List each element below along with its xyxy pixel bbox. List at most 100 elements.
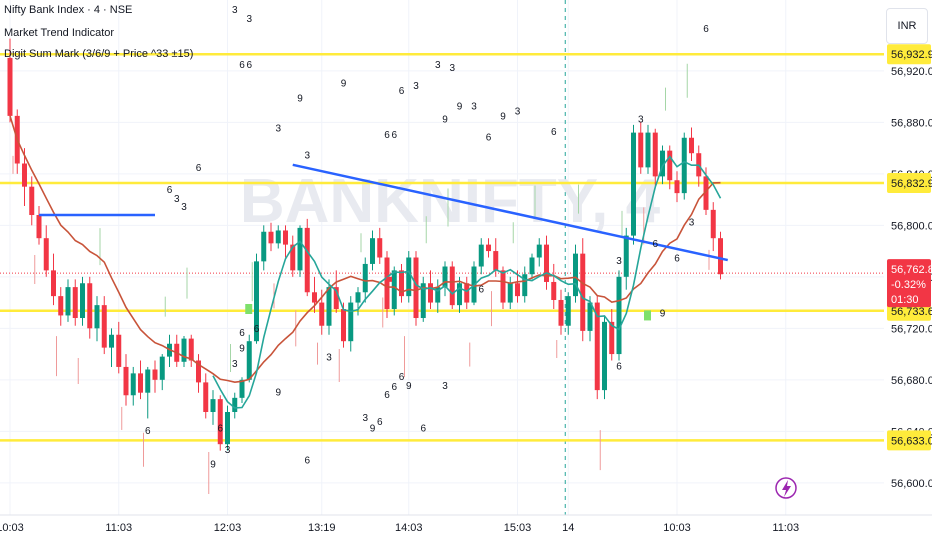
price-axis-bg bbox=[884, 0, 932, 515]
candle-body bbox=[94, 305, 100, 329]
digit-mark: 6 bbox=[246, 60, 252, 71]
candles[interactable] bbox=[7, 38, 724, 451]
digit-mark: 6 bbox=[551, 127, 557, 138]
digit-mark: 9 bbox=[370, 423, 376, 434]
candle-body bbox=[631, 132, 636, 236]
candle-body bbox=[246, 341, 252, 380]
candle-body bbox=[478, 244, 484, 267]
candle-body bbox=[522, 274, 528, 297]
time-axis[interactable]: 10:03 11:03 12:03 13:19 14:03 15:03 14 10:03 11:… bbox=[0, 514, 932, 534]
digit-mark: 9 bbox=[406, 381, 412, 392]
candle-body bbox=[333, 287, 339, 309]
digit-mark: 9 bbox=[442, 114, 448, 125]
ma-line bbox=[9, 115, 721, 384]
candle-body bbox=[304, 227, 310, 293]
digit-mark: 6 bbox=[486, 132, 492, 143]
candle-body bbox=[65, 287, 71, 316]
candle-body bbox=[268, 231, 274, 244]
lightning-icon[interactable] bbox=[775, 477, 797, 499]
digit-mark: 9 bbox=[275, 387, 281, 398]
time-tick-label: 13:19 bbox=[308, 522, 336, 534]
candle-body bbox=[145, 369, 151, 393]
digit-mark: 6 bbox=[616, 362, 622, 373]
price-tick-label: 56,720.00 bbox=[891, 323, 932, 335]
digit-mark: 3 bbox=[326, 353, 332, 364]
trendlines[interactable] bbox=[39, 163, 729, 262]
candle-body bbox=[681, 137, 687, 194]
digit-mark: 3 bbox=[362, 413, 368, 424]
candle-body bbox=[51, 270, 56, 297]
candle-body bbox=[225, 412, 230, 445]
signal-markers bbox=[245, 276, 651, 321]
time-tick-label: 10:03 bbox=[663, 522, 691, 534]
candle-body bbox=[130, 373, 136, 396]
digit-mark: 3 bbox=[413, 81, 419, 92]
digit-mark: 6 bbox=[217, 423, 223, 434]
digit-mark: 3 bbox=[304, 150, 310, 161]
buy-signal-marker bbox=[245, 304, 253, 314]
digit-mark: 9 bbox=[210, 459, 216, 470]
candle-body bbox=[609, 321, 615, 355]
candle-body bbox=[116, 334, 122, 367]
candle-body bbox=[652, 132, 658, 177]
candle-body bbox=[181, 338, 187, 362]
candle-body bbox=[58, 296, 64, 316]
candle-body bbox=[36, 215, 42, 239]
moving-averages bbox=[9, 115, 722, 409]
digit-mark: 3 bbox=[442, 381, 448, 392]
candle-body bbox=[435, 287, 441, 303]
candle-body bbox=[573, 253, 578, 297]
currency-label: INR bbox=[897, 20, 917, 32]
candle-body bbox=[449, 266, 455, 306]
time-tick-label: 15:03 bbox=[504, 522, 532, 534]
ma-line bbox=[212, 155, 722, 409]
digit-mark: 6 bbox=[167, 185, 173, 196]
indicator-market-trend[interactable]: Market Trend Indicator bbox=[4, 27, 115, 39]
currency-button[interactable]: INR bbox=[886, 8, 928, 44]
trendline bbox=[292, 163, 729, 262]
time-tick-label: 10:03 bbox=[0, 522, 24, 534]
time-tick-label: 11:03 bbox=[772, 522, 799, 534]
candle-body bbox=[551, 281, 557, 300]
indicator-digit-sum[interactable]: Digit Sum Mark (3/6/9 + Price ^33 ±15) bbox=[4, 48, 194, 60]
candle-body bbox=[486, 244, 491, 252]
digit-mark: 6 bbox=[420, 423, 426, 434]
candle-body bbox=[312, 292, 317, 303]
level-price-label: 56,733.60 bbox=[891, 306, 932, 318]
candle-body bbox=[594, 302, 600, 391]
digit-mark: 6 bbox=[399, 86, 405, 97]
candle-body bbox=[319, 302, 325, 326]
candle-body bbox=[232, 397, 238, 412]
digit-mark: 6 bbox=[478, 284, 484, 295]
candle-body bbox=[370, 238, 375, 264]
candle-body bbox=[587, 302, 593, 331]
price-tick-label: 56,800.00 bbox=[891, 220, 932, 232]
candle-body bbox=[7, 57, 13, 116]
horizontal-levels[interactable] bbox=[0, 52, 884, 442]
digit-mark: 6 bbox=[703, 24, 709, 35]
candle-body bbox=[159, 356, 165, 380]
candle-body bbox=[413, 257, 419, 319]
candle-body bbox=[297, 227, 303, 271]
digit-mark: 6 bbox=[254, 324, 260, 335]
time-tick-label: 12:03 bbox=[214, 522, 242, 534]
candle-body bbox=[674, 180, 680, 194]
candle-body bbox=[689, 137, 694, 154]
digit-mark: 6 bbox=[384, 130, 390, 141]
digit-mark: 3 bbox=[275, 123, 281, 134]
digit-mark: 3 bbox=[225, 445, 231, 456]
candle-body bbox=[703, 176, 709, 210]
candle-body bbox=[529, 257, 535, 275]
candle-body bbox=[138, 373, 143, 393]
digit-mark: 9 bbox=[660, 309, 666, 320]
symbol-title[interactable]: Nifty Bank Index · 4 · NSE bbox=[4, 4, 133, 16]
candle-body bbox=[464, 283, 470, 303]
price-axis[interactable]: 56,600.0056,640.0056,680.0056,720.0056,7… bbox=[887, 44, 932, 490]
level-price-label: 56,633.00 bbox=[891, 435, 932, 447]
candle-body bbox=[500, 270, 506, 303]
candle-body bbox=[580, 253, 586, 331]
digit-mark: 3 bbox=[471, 101, 477, 112]
candle-body bbox=[239, 379, 245, 398]
